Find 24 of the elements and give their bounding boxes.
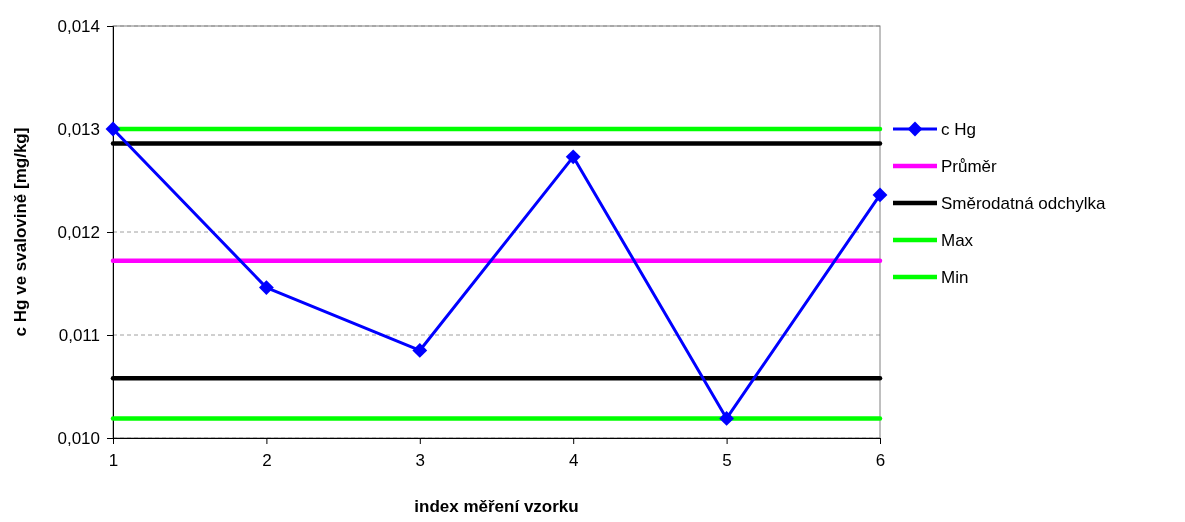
point [565,149,581,165]
x-tick-label: 3 [415,450,426,470]
x-tick-label: 2 [262,450,272,470]
x-tick-label: 6 [875,450,886,470]
point [719,411,735,426]
y-tick-label: 0,012 [57,222,100,242]
x-axis-title: index měření vzorku [414,497,579,516]
point [258,280,274,296]
y-tick-label: 0,014 [57,16,100,36]
y-tick-label: 0,010 [57,428,100,448]
legend-label: c Hg [941,120,976,139]
point [105,121,121,137]
legend-label: Průměr [941,157,998,176]
legend-label: Max [941,231,974,250]
x-tick-label: 1 [108,450,119,470]
point [412,343,428,358]
y-tick-label: 0,013 [57,119,100,139]
y-axis-title: c Hg ve svalovině [mg/kg] [11,127,30,337]
x-tick-label: 4 [568,450,579,470]
legend-label: Směrodatná odchylka [941,194,1106,213]
legend-label: Min [941,268,969,287]
y-tick-label: 0,011 [58,325,100,345]
point [872,187,888,203]
x-tick-label: 5 [722,450,732,470]
